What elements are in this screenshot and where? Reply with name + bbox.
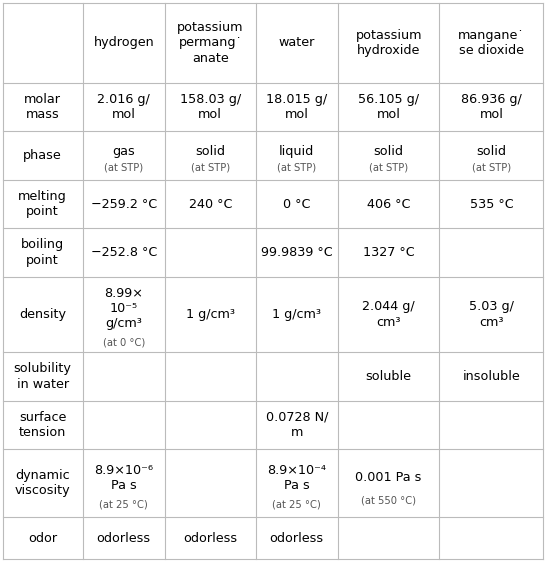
- Text: 0 °C: 0 °C: [283, 198, 311, 211]
- Text: liquid: liquid: [279, 145, 314, 158]
- Text: −252.8 °C: −252.8 °C: [91, 246, 157, 259]
- Text: odorless: odorless: [270, 532, 324, 545]
- Text: 8.9×10⁻⁴
Pa s: 8.9×10⁻⁴ Pa s: [268, 464, 327, 492]
- Text: density: density: [19, 308, 66, 321]
- Text: 406 °C: 406 °C: [367, 198, 411, 211]
- Text: odorless: odorless: [183, 532, 238, 545]
- Text: insoluble: insoluble: [462, 370, 520, 383]
- Text: molar
mass: molar mass: [24, 93, 61, 121]
- Text: odorless: odorless: [97, 532, 151, 545]
- Text: (at 0 °C): (at 0 °C): [103, 337, 145, 347]
- Text: 2.016 g/
mol: 2.016 g/ mol: [97, 93, 150, 121]
- Text: 240 °C: 240 °C: [188, 198, 232, 211]
- Text: solubility
in water: solubility in water: [14, 362, 72, 391]
- Text: 99.9839 °C: 99.9839 °C: [261, 246, 333, 259]
- Text: water: water: [278, 37, 315, 49]
- Text: −259.2 °C: −259.2 °C: [91, 198, 157, 211]
- Text: soluble: soluble: [366, 370, 412, 383]
- Text: (at STP): (at STP): [191, 162, 230, 173]
- Text: 158.03 g/
mol: 158.03 g/ mol: [180, 93, 241, 121]
- Text: (at STP): (at STP): [277, 162, 316, 173]
- Text: solid: solid: [373, 145, 403, 158]
- Text: 18.015 g/
mol: 18.015 g/ mol: [266, 93, 328, 121]
- Text: surface
tension: surface tension: [19, 411, 67, 439]
- Text: 56.105 g/
mol: 56.105 g/ mol: [358, 93, 419, 121]
- Text: 0.0728 N/
m: 0.0728 N/ m: [265, 411, 328, 439]
- Text: gas: gas: [112, 145, 135, 158]
- Text: solid: solid: [195, 145, 225, 158]
- Text: dynamic
viscosity: dynamic viscosity: [15, 469, 70, 497]
- Text: 1327 °C: 1327 °C: [363, 246, 414, 259]
- Text: 86.936 g/
mol: 86.936 g/ mol: [461, 93, 522, 121]
- Text: potassium
hydroxide: potassium hydroxide: [355, 29, 422, 57]
- Text: (at 550 °C): (at 550 °C): [361, 495, 416, 505]
- Text: 1 g/cm³: 1 g/cm³: [272, 308, 321, 321]
- Text: (at STP): (at STP): [369, 162, 408, 173]
- Text: 8.9×10⁻⁶
Pa s: 8.9×10⁻⁶ Pa s: [94, 464, 153, 492]
- Text: 8.99×
10⁻⁵
g/cm³: 8.99× 10⁻⁵ g/cm³: [104, 287, 143, 330]
- Text: 5.03 g/
cm³: 5.03 g/ cm³: [469, 300, 514, 329]
- Text: hydrogen: hydrogen: [93, 37, 154, 49]
- Text: (at 25 °C): (at 25 °C): [272, 499, 321, 509]
- Text: melting
point: melting point: [19, 190, 67, 218]
- Text: solid: solid: [476, 145, 506, 158]
- Text: 535 °C: 535 °C: [470, 198, 513, 211]
- Text: mangane˙
se dioxide: mangane˙ se dioxide: [458, 29, 525, 57]
- Text: 0.001 Pa s: 0.001 Pa s: [355, 471, 422, 484]
- Text: 2.044 g/
cm³: 2.044 g/ cm³: [363, 300, 415, 329]
- Text: (at STP): (at STP): [472, 162, 511, 173]
- Text: odor: odor: [28, 532, 57, 545]
- Text: (at STP): (at STP): [104, 162, 144, 173]
- Text: boiling
point: boiling point: [21, 238, 64, 267]
- Text: (at 25 °C): (at 25 °C): [99, 499, 148, 509]
- Text: potassium
permang˙
anate: potassium permang˙ anate: [177, 21, 244, 65]
- Text: 1 g/cm³: 1 g/cm³: [186, 308, 235, 321]
- Text: phase: phase: [23, 149, 62, 162]
